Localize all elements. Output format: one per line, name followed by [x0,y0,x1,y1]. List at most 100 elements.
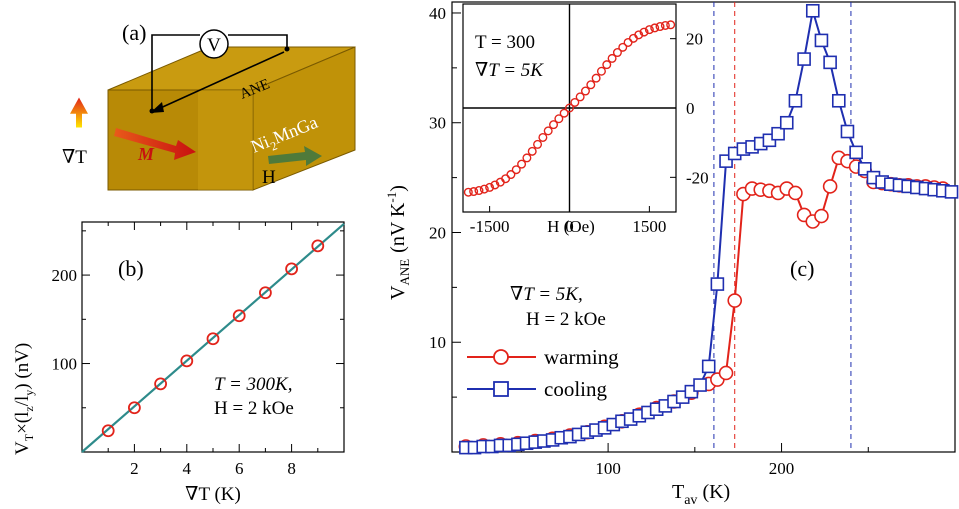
panel-b-xtick-label: 8 [287,459,296,478]
panel-b-fit-line [81,222,345,453]
panel-c-xlabel: Tav (K) [672,481,730,508]
panel-b-ylabel: VT×(lz/ly) (nV) [12,343,36,455]
cooling-data-point [771,126,785,141]
inset-data-point [485,182,495,192]
cooling-data-point [849,145,863,160]
inset-data-point [517,159,527,169]
panel-b-ylabel-sub2: z [22,406,36,411]
inset-ytick-label: 0 [686,99,695,118]
inset-annotation-1: T = 300 [475,32,535,53]
inset-ticks: -1500 0 1500 20 0 -20 [463,4,709,236]
panel-b-ytick-label: 100 [52,355,78,374]
inset-data-point [586,80,596,90]
cooling-data-point [701,359,716,374]
panel-c-xtick-label: 100 [595,459,621,478]
warming-data-point [788,185,803,201]
inset-data-point [639,27,649,37]
inset-data-point [511,165,521,175]
panel-c-ylabel-exp: -1 [384,192,399,203]
cooling-data-point [779,115,794,130]
panel-a-label: (a) [122,20,146,45]
inset-ytick-label: 20 [686,30,703,49]
inset-data-point [527,146,537,156]
legend-cooling-label: cooling [544,377,607,401]
contact-right [284,46,290,52]
panel-c-annotation-2: H = 2 kOe [526,309,606,330]
panel-b-xlabel: ∇T (K) [185,484,241,505]
cooling-data-point [797,52,811,66]
warming-data-point [718,365,734,381]
wire-left [151,34,200,110]
inset-data-point [522,153,532,163]
inset-data-point [538,132,548,142]
legend-warming-marker [493,349,509,365]
warming-data-point [822,179,838,194]
panel-b-data-point [154,377,168,391]
legend-warming-label: warming [544,345,619,369]
inset-data-point [650,23,660,33]
inset-data-point [554,114,564,124]
inset-data-point [469,187,479,197]
panel-b-data-point [206,332,220,346]
legend-cooling-marker [493,381,509,397]
magnetization-label: M [137,144,155,164]
panel-b-data-point [101,424,115,438]
panel-b-data-point [180,354,194,368]
cooling-data-point [788,93,803,108]
panel-c-xlabel-t: T [672,481,684,503]
panel-b-ylabel-sub3: y [22,390,36,396]
inset-data-point [591,73,601,83]
panel-c-xlabel-units: (K) [702,481,730,503]
grad-t-arrow [70,97,88,128]
cooling-data-point [840,124,855,139]
inset-annotation-2: ∇T = 5K [475,60,544,81]
inset-data-point [596,66,606,76]
block-front-shade [198,90,253,190]
panel-c-label: (c) [790,256,814,281]
inset-data-point [533,139,543,149]
inset-data-point [565,103,575,113]
panel-b-ytick-label: 200 [52,266,78,285]
panel-b-annotation-2: H = 2 kOe [214,398,294,419]
cooling-data-point [831,93,846,108]
panel-c-ytick-label: 20 [429,223,446,242]
inset-data-point [618,42,628,52]
inset-data-point [490,180,500,190]
inset-data-point [602,60,612,70]
panel-c-ytick-label: 30 [429,114,446,133]
inset-data-point [575,92,585,102]
inset-data-point [634,30,644,40]
panel-c-ylabel-units: (nV K [387,202,409,253]
block-side-face [252,46,356,191]
panel-b-annotation-1-text: T = 300K, [214,374,292,395]
cooling-data-point [814,33,829,48]
panel-b-data-point [258,286,272,300]
inset-data-point [543,126,553,136]
inset-marks [463,20,676,197]
h-field-arrow [268,146,322,166]
panel-b-ylabel-tail: ) (nV) [12,343,33,390]
panel-b-data-point [285,262,299,276]
inset-xtick-label: -1500 [470,217,510,236]
panel-b-data-point [232,309,246,323]
inset-data-point [655,22,665,32]
panel-c-annotation-1: ∇T = 5K, [510,284,583,305]
inset-xtick-label: 1500 [632,217,666,236]
panel-c-ytick-label: 10 [429,333,446,352]
inset-data-point [612,48,622,58]
inset-xlabel: H (Oe) [547,217,595,236]
panel-c-marks [458,3,959,455]
wire-right [228,34,288,48]
panel-c-vlines [713,2,852,452]
warming-data-point [814,208,829,224]
panel-c-frame [451,1,956,453]
panel-b-data-point [311,239,325,253]
panel-b-ylabel-sub1: T [22,433,36,441]
voltmeter-circle [199,29,229,59]
panel-b-ylabel-mid2: /l [12,396,33,407]
inset-data-point [474,186,484,196]
inset-data-point [660,20,670,30]
panel-b-annotation-1: T = 300K, [214,374,292,395]
